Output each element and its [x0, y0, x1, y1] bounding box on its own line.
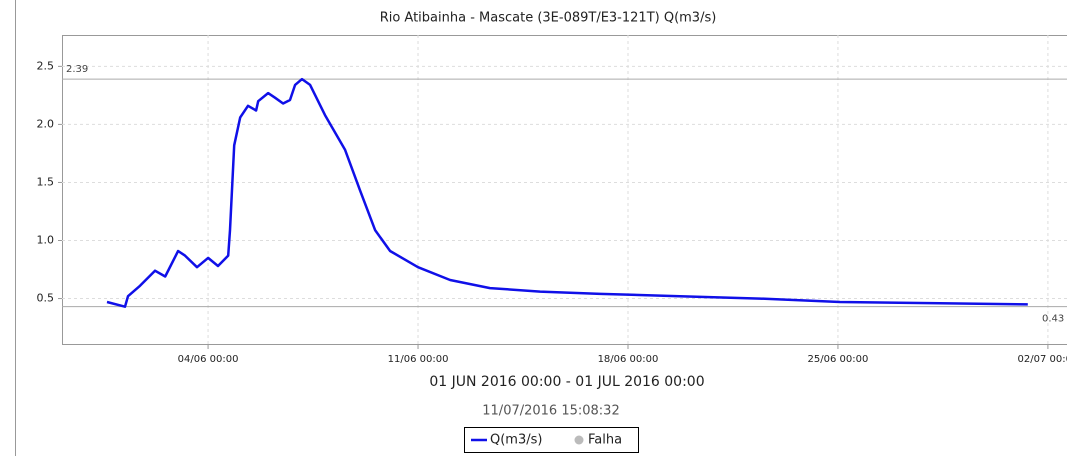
reference-label: 0.43	[1042, 314, 1064, 325]
legend: Q(m3/s) Falha	[471, 433, 622, 448]
x-tick-label: 11/06 00:00	[388, 354, 449, 365]
line-layer: 2.39	[62, 64, 1067, 308]
y-tick-label: 0.5	[37, 292, 55, 305]
y-tick-label: 2.5	[37, 59, 55, 72]
reference-label: 2.39	[66, 64, 88, 75]
plot-area	[62, 35, 1067, 345]
x-tick-label: 04/06 00:00	[178, 354, 239, 365]
y-tick-label: 1.5	[37, 175, 55, 188]
series-line	[106, 77, 1028, 308]
legend-box	[464, 427, 639, 453]
legend-label: Q(m3/s)	[490, 433, 542, 448]
grid-layer	[62, 35, 1067, 345]
x-tick-label: 25/06 00:00	[808, 354, 869, 365]
x-tick-label: 18/06 00:00	[598, 354, 659, 365]
tick-layer: 0.5 1.0 1.5 2.0 2.5 04/06 00:00 11/06 00:00 18/…	[37, 59, 1067, 365]
legend-swatch	[574, 435, 584, 445]
subtitle: 01 JUN 2016 00:00 - 01 JUL 2016 00:00	[429, 374, 704, 390]
y-tick-label: 1.0	[37, 234, 55, 247]
chart-title: Rio Atibainha - Mascate (3E-089T/E3-121T…	[380, 11, 717, 26]
x-tick-label: 02/07 00:00	[1017, 354, 1067, 365]
y-tick-label: 2.0	[37, 117, 55, 130]
legend-label: Falha	[588, 433, 622, 448]
timestamp: 11/07/2016 15:08:32	[482, 404, 619, 419]
